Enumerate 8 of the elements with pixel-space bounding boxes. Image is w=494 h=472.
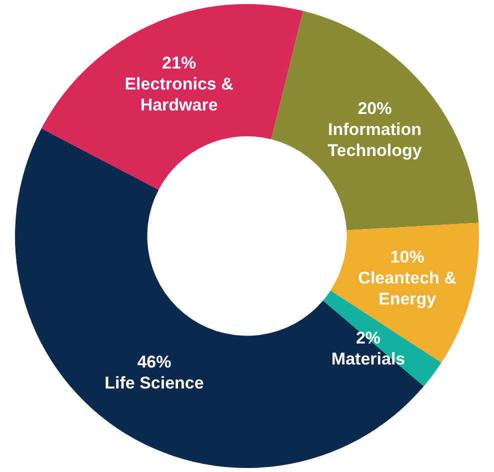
- slice-label: Life Science: [104, 374, 204, 393]
- slice-label: Cleantech & Energy: [358, 268, 456, 308]
- slice-label: Information Technology: [328, 120, 422, 160]
- data-label: 20%: [358, 98, 392, 118]
- slice-label: Electronics & Hardware: [124, 74, 234, 114]
- data-label: 21%: [162, 53, 196, 72]
- data-label: 46%: [137, 352, 172, 372]
- data-label: 10%: [390, 247, 424, 266]
